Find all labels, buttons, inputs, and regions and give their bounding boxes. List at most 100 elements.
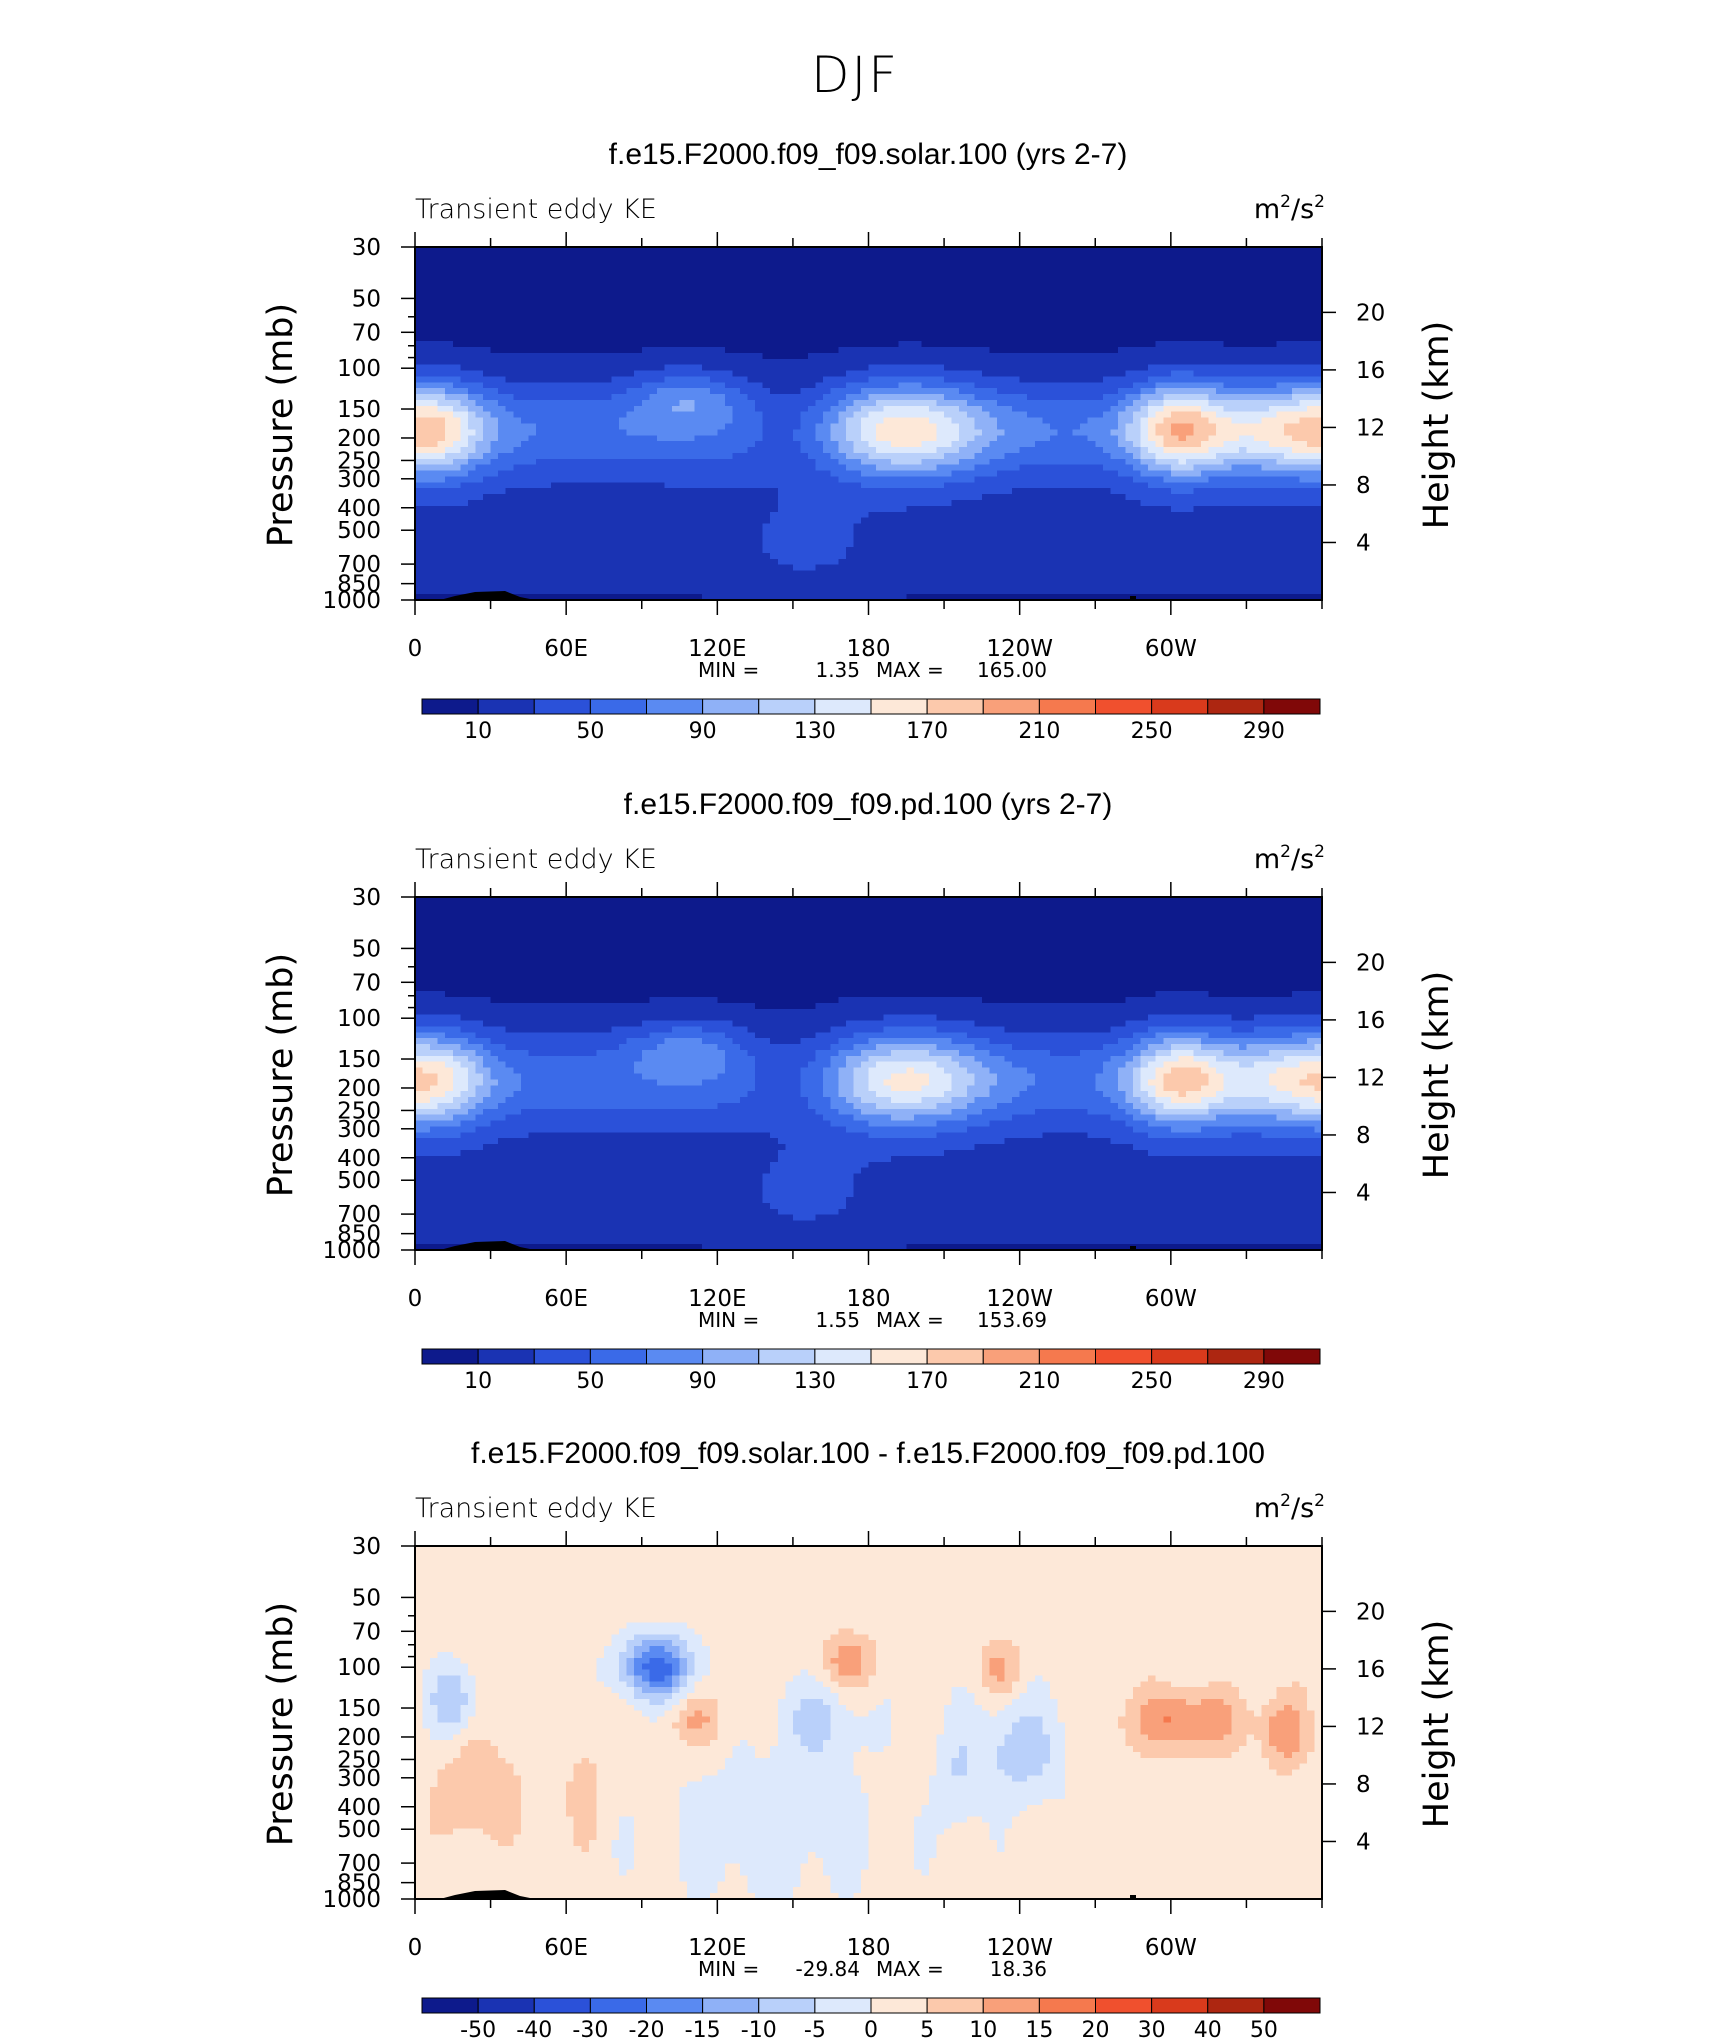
colorbar-label: 210 bbox=[1018, 1369, 1060, 1394]
x-tick-label: 180 bbox=[847, 636, 891, 662]
topography bbox=[1130, 596, 1136, 600]
pressure-tick-label: 100 bbox=[337, 1006, 381, 1032]
colorbar: 10 50 90 130 170 210 250 290 bbox=[421, 698, 1321, 744]
pressure-tick-label: 250 bbox=[337, 448, 381, 474]
units-label: m2/s2 bbox=[1254, 1491, 1325, 1524]
pressure-tick-label: 1000 bbox=[322, 1238, 381, 1264]
min-value: 1.55 bbox=[815, 1308, 860, 1332]
pressure-tick-label: 100 bbox=[337, 356, 381, 382]
colorbar-label: 40 bbox=[1194, 2018, 1222, 2038]
colorbar-box bbox=[1095, 1997, 1153, 2014]
colorbar-box bbox=[758, 1997, 816, 2014]
x-tick-label: 0 bbox=[408, 636, 423, 662]
pressure-tick-label: 50 bbox=[352, 1585, 381, 1611]
panel-title: f.e15.F2000.f09_f09.solar.100 (yrs 2-7) bbox=[609, 138, 1128, 171]
max-value: 153.69 bbox=[977, 1308, 1047, 1332]
x-tick-label: 120W bbox=[986, 1286, 1053, 1312]
x-tick-label: 120E bbox=[688, 1935, 746, 1961]
pressure-tick-label: 100 bbox=[337, 1655, 381, 1681]
colorbar-label: -5 bbox=[804, 2018, 826, 2038]
pressure-tick-label: 200 bbox=[337, 1076, 381, 1102]
y-axis-label-left: Pressure (mb) bbox=[261, 953, 301, 1197]
panel-3: f.e15.F2000.f09_f09.solar.100 - f.e15.F2… bbox=[261, 1437, 1457, 2038]
pressure-tick-label: 700 bbox=[337, 1851, 381, 1877]
topography bbox=[1130, 1246, 1136, 1250]
min-label: MIN = bbox=[698, 1957, 759, 1981]
colorbar-box bbox=[982, 1348, 1040, 1365]
y-axis-label-left: Pressure (mb) bbox=[261, 303, 301, 547]
colorbar-box bbox=[477, 698, 535, 715]
contour-field bbox=[415, 1546, 1323, 1900]
pressure-tick-label: 1000 bbox=[322, 588, 381, 614]
panel-title: f.e15.F2000.f09_f09.pd.100 (yrs 2-7) bbox=[624, 788, 1113, 821]
max-label: MAX = bbox=[876, 658, 944, 682]
colorbar: -50 -40 -30 -20 -15 -10 -5 0 5 10 15 20 30 40 50 bbox=[421, 1997, 1321, 2038]
pressure-tick-label: 250 bbox=[337, 1098, 381, 1124]
x-tick-label: 60E bbox=[544, 636, 588, 662]
colorbar-box bbox=[1207, 698, 1265, 715]
height-tick-label: 12 bbox=[1356, 415, 1385, 441]
x-tick-label: 180 bbox=[847, 1935, 891, 1961]
topography bbox=[440, 1890, 535, 1899]
colorbar-label: 30 bbox=[1138, 2018, 1166, 2038]
y-axis-label-right: Height (km) bbox=[1417, 971, 1457, 1180]
x-tick-label: 120E bbox=[688, 636, 746, 662]
x-tick-label: 0 bbox=[408, 1935, 423, 1961]
min-value: 1.35 bbox=[815, 658, 860, 682]
x-tick-label: 60E bbox=[544, 1286, 588, 1312]
colorbar-box bbox=[1263, 698, 1321, 715]
height-tick-label: 4 bbox=[1356, 530, 1371, 556]
colorbar-label: 10 bbox=[464, 1369, 492, 1394]
pressure-tick-label: 70 bbox=[352, 320, 381, 346]
colorbar-label: -10 bbox=[741, 2018, 777, 2038]
colorbar-label: 170 bbox=[906, 1369, 948, 1394]
height-tick-label: 4 bbox=[1356, 1829, 1371, 1855]
colorbar-box bbox=[982, 698, 1040, 715]
topography bbox=[440, 1241, 535, 1250]
panel-2: f.e15.F2000.f09_f09.pd.100 (yrs 2-7) Tran… bbox=[261, 788, 1457, 1394]
contour-field bbox=[415, 897, 1323, 1251]
height-tick-label: 12 bbox=[1356, 1065, 1385, 1091]
colorbar-label: 170 bbox=[906, 719, 948, 744]
colorbar-box bbox=[1038, 1348, 1097, 1365]
colorbar-label: 50 bbox=[1250, 2018, 1278, 2038]
colorbar-box bbox=[702, 698, 760, 715]
y-axis-label-right: Height (km) bbox=[1417, 321, 1457, 530]
min-label: MIN = bbox=[698, 658, 759, 682]
panel-subtitle: Transient eddy KE bbox=[415, 844, 657, 875]
colorbar-label: 290 bbox=[1243, 719, 1285, 744]
colorbar-box bbox=[533, 698, 591, 715]
colorbar-box bbox=[589, 1997, 648, 2014]
min-label: MIN = bbox=[698, 1308, 759, 1332]
height-tick-label: 8 bbox=[1356, 1772, 1371, 1798]
x-tick-label: 120W bbox=[986, 1935, 1053, 1961]
colorbar-label: 0 bbox=[864, 2018, 878, 2038]
pressure-tick-label: 850 bbox=[337, 572, 381, 598]
pressure-tick-label: 400 bbox=[337, 496, 381, 522]
colorbar-box bbox=[533, 1348, 591, 1365]
panel-subtitle: Transient eddy KE bbox=[415, 194, 657, 225]
colorbar-label: 90 bbox=[689, 719, 717, 744]
colorbar-box bbox=[421, 1348, 479, 1365]
colorbar-box bbox=[1038, 698, 1097, 715]
colorbar-label: 10 bbox=[464, 719, 492, 744]
colorbar-box bbox=[814, 1997, 872, 2014]
colorbar-box bbox=[477, 1997, 535, 2014]
colorbar-box bbox=[646, 698, 704, 715]
pressure-tick-label: 50 bbox=[352, 286, 381, 312]
colorbar-label: 210 bbox=[1018, 719, 1060, 744]
pressure-tick-label: 400 bbox=[337, 1795, 381, 1821]
colorbar-box bbox=[421, 1997, 479, 2014]
pressure-tick-label: 850 bbox=[337, 1871, 381, 1897]
height-tick-label: 20 bbox=[1356, 300, 1385, 326]
pressure-tick-label: 150 bbox=[337, 1696, 381, 1722]
colorbar-label: 90 bbox=[689, 1369, 717, 1394]
topography bbox=[1130, 1895, 1136, 1899]
panel-title: f.e15.F2000.f09_f09.solar.100 - f.e15.F2… bbox=[471, 1437, 1265, 1470]
units-label: m2/s2 bbox=[1254, 192, 1325, 225]
colorbar-label: 130 bbox=[794, 719, 836, 744]
pressure-tick-label: 300 bbox=[337, 1766, 381, 1792]
colorbar-label: -50 bbox=[460, 2018, 496, 2038]
pressure-tick-label: 300 bbox=[337, 1117, 381, 1143]
